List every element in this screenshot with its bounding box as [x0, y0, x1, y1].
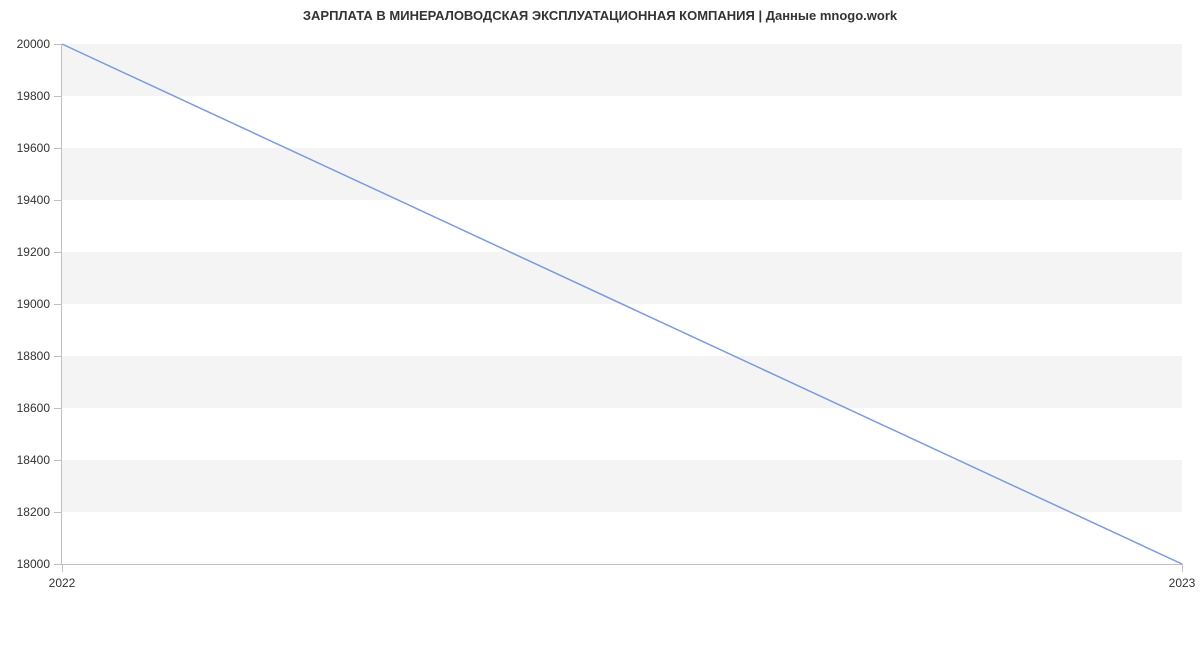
y-tick [54, 200, 62, 201]
y-tick [54, 252, 62, 253]
y-tick-label: 18000 [0, 557, 50, 571]
y-tick-label: 18200 [0, 505, 50, 519]
salary-chart: ЗАРПЛАТА В МИНЕРАЛОВОДСКАЯ ЭКСПЛУАТАЦИОН… [0, 0, 1200, 650]
x-tick-label: 2022 [22, 576, 102, 590]
x-tick-label: 2023 [1142, 576, 1200, 590]
y-tick-label: 19600 [0, 141, 50, 155]
plot-area: 1800018200184001860018800190001920019400… [62, 44, 1182, 564]
y-tick [54, 356, 62, 357]
y-tick-label: 19200 [0, 245, 50, 259]
y-tick [54, 408, 62, 409]
y-tick [54, 564, 62, 565]
y-tick-label: 18600 [0, 401, 50, 415]
series-line [62, 44, 1182, 564]
y-tick [54, 148, 62, 149]
y-tick-label: 20000 [0, 37, 50, 51]
y-tick-label: 19800 [0, 89, 50, 103]
y-tick [54, 44, 62, 45]
y-tick [54, 304, 62, 305]
y-tick-label: 19400 [0, 193, 50, 207]
y-tick-label: 18800 [0, 349, 50, 363]
y-tick [54, 460, 62, 461]
chart-title: ЗАРПЛАТА В МИНЕРАЛОВОДСКАЯ ЭКСПЛУАТАЦИОН… [0, 8, 1200, 23]
x-tick [62, 564, 63, 572]
x-axis-line [62, 564, 1182, 565]
y-tick-label: 18400 [0, 453, 50, 467]
y-tick-label: 19000 [0, 297, 50, 311]
y-tick [54, 96, 62, 97]
x-tick [1182, 564, 1183, 572]
y-tick [54, 512, 62, 513]
